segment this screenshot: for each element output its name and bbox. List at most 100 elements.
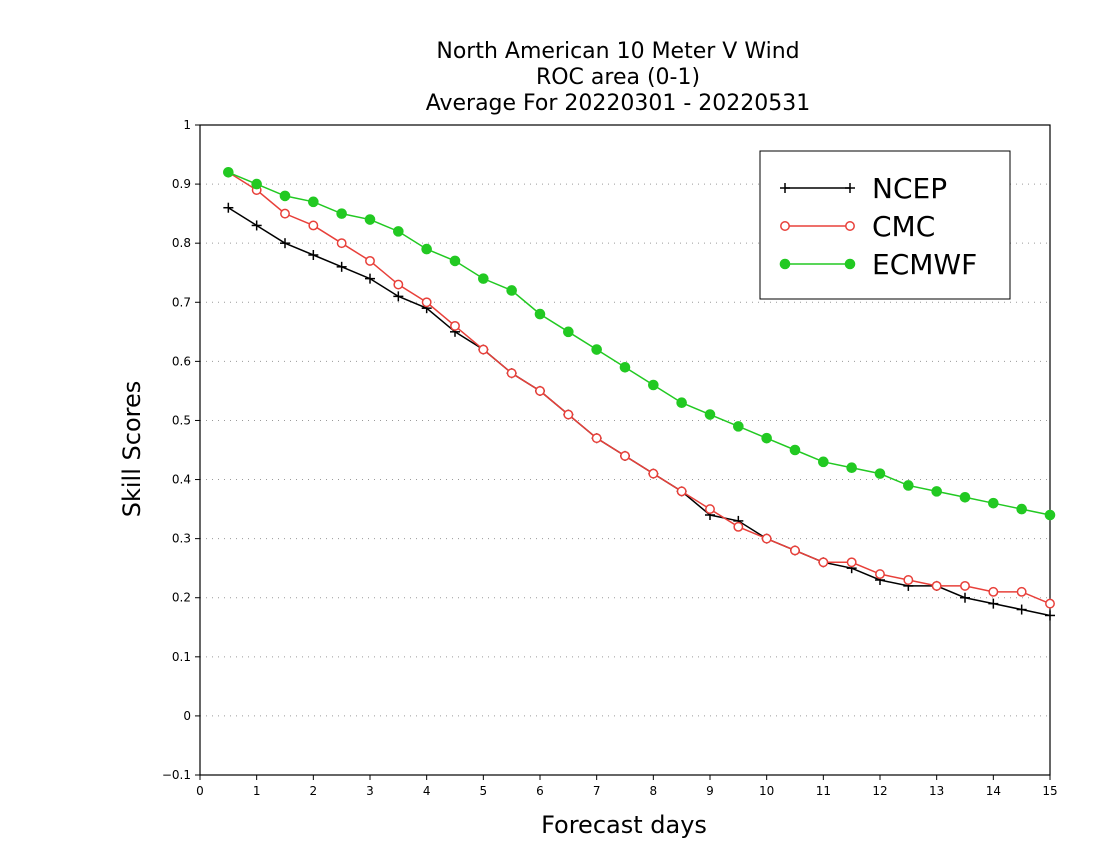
ncep-point (336, 261, 347, 272)
legend-marker-ecmwf (844, 258, 856, 270)
x-tick-label: 12 (872, 784, 887, 798)
x-tick-label: 9 (706, 784, 714, 798)
cmc-point (648, 468, 659, 479)
title-line-2: ROC area (0-1) (536, 65, 700, 90)
ecmwf-point (449, 255, 461, 267)
ncep-point (251, 220, 262, 231)
cmc-point (308, 220, 319, 231)
x-tick-label: 10 (759, 784, 774, 798)
ncep-point (280, 238, 290, 249)
x-tick-label: 11 (816, 784, 831, 798)
y-tick-label: 0.9 (172, 177, 191, 191)
ecmwf-point (846, 462, 857, 474)
legend-item-ecmwf: ECMWF (779, 248, 977, 281)
cmc-point (988, 586, 999, 597)
ncep-point (393, 291, 404, 302)
y-tick-label: 0.4 (172, 473, 191, 487)
x-tick-label: 7 (593, 784, 601, 798)
x-tick-label: 1 (253, 784, 261, 798)
x-tick-label: 8 (650, 784, 658, 798)
x-axis-title: Forecast days (541, 811, 707, 839)
cmc-point (761, 533, 772, 544)
legend-marker-cmc (845, 221, 855, 231)
ecmwf-point (364, 214, 376, 225)
x-tick-label: 6 (536, 784, 544, 798)
ecmwf-point (421, 243, 432, 255)
x-tick-label: 13 (929, 784, 944, 798)
cmc-point (478, 344, 489, 355)
ecmwf-point (874, 468, 886, 479)
ncep-point (1045, 610, 1055, 621)
cmc-point (450, 320, 460, 331)
x-tick-label: 2 (310, 784, 318, 798)
cmc-point (620, 450, 630, 461)
cmc-point (676, 486, 687, 497)
y-tick-label: 0.8 (172, 236, 191, 250)
cmc-point (591, 433, 602, 444)
ncep-point (988, 598, 999, 609)
legend-label-ecmwf: ECMWF (872, 248, 977, 281)
legend-label-ncep: NCEP (872, 172, 947, 205)
y-tick-label: 0.6 (172, 354, 191, 368)
y-tick-label: 0.3 (172, 532, 191, 546)
ncep-point (365, 273, 375, 284)
ecmwf-point (761, 432, 772, 444)
cmc-point (563, 409, 574, 420)
legend-marker-ncep (780, 183, 790, 193)
ecmwf-point (676, 397, 687, 409)
ecmwf-point (336, 208, 347, 219)
cmc-point (365, 255, 375, 266)
y-tick-label: 0.1 (172, 650, 191, 664)
cmc-point (903, 575, 914, 585)
chart-title: North American 10 Meter V Wind ROC area … (426, 39, 811, 116)
cmc-point (733, 521, 744, 532)
ecmwf-point (534, 308, 546, 320)
legend-marker-cmc (780, 221, 790, 231)
ecmwf-point (478, 273, 489, 284)
y-tick-label: 0.5 (172, 413, 191, 427)
ecmwf-point (931, 486, 942, 497)
ncep-point (223, 202, 234, 213)
ecmwf-point (563, 326, 574, 338)
y-tick-label: 0.2 (172, 591, 191, 605)
ecmwf-point (959, 491, 971, 503)
y-tick-label: 0 (183, 709, 191, 723)
cmc-point (875, 569, 885, 580)
legend: NCEP CMC ECMWF (759, 150, 1011, 300)
title-line-3: Average For 20220301 - 20220531 (426, 91, 811, 116)
x-tick-label: 3 (366, 784, 374, 798)
ecmwf-series (223, 166, 1056, 521)
legend-marker-ncep (845, 183, 855, 193)
y-tick-label: −0.1 (162, 768, 191, 782)
x-tick-label: 4 (423, 784, 431, 798)
cmc-point (280, 208, 290, 219)
ecmwf-point (308, 196, 319, 208)
ecmwf-point (619, 361, 631, 373)
ncep-point (308, 250, 319, 260)
x-tick-label: 0 (196, 784, 204, 798)
ecmwf-point (223, 166, 234, 178)
legend-item-ncep: NCEP (780, 172, 947, 205)
cmc-point (506, 368, 517, 379)
cmc-point (1045, 598, 1055, 609)
cmc-point (931, 580, 942, 591)
cmc-point (1016, 586, 1027, 597)
ecmwf-point (591, 344, 602, 355)
legend-marker-ecmwf (779, 258, 791, 270)
cmc-point (818, 557, 829, 568)
cmc-point (705, 504, 715, 515)
cmc-point (393, 279, 404, 290)
x-tick-label: 15 (1042, 784, 1057, 798)
ecmwf-point (279, 190, 291, 202)
ncep-point (960, 592, 970, 603)
ecmwf-point (818, 456, 829, 468)
title-line-1: North American 10 Meter V Wind (436, 39, 799, 64)
legend-label-cmc: CMC (872, 210, 935, 243)
legend-item-cmc: CMC (780, 210, 935, 243)
ecmwf-point (506, 285, 517, 296)
ecmwf-point (988, 497, 999, 509)
cmc-series (223, 167, 1055, 609)
ecmwf-point (251, 178, 262, 190)
cmc-point (846, 557, 857, 568)
x-tick-label: 14 (986, 784, 1001, 798)
